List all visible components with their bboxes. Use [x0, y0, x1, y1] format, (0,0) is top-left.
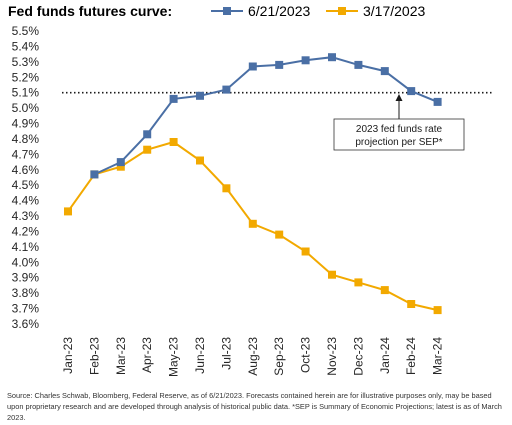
y-tick-label: 5.2%	[12, 70, 40, 84]
y-axis-ticks: 5.5%5.4% 5.3%5.2% 5.1%5.0% 4.9%4.8%4.7% 4.6%…	[12, 24, 40, 331]
data-point	[196, 91, 204, 100]
data-point	[169, 138, 178, 146]
data-point	[143, 145, 152, 154]
y-tick-label: 5.1%	[12, 86, 40, 100]
legend-marker-series-2	[338, 7, 346, 15]
source-footnote: Source: Charles Schwab, Bloomberg, Feder…	[7, 391, 502, 422]
data-point	[328, 270, 336, 279]
data-point	[248, 62, 257, 71]
y-tick-label: 5.5%	[12, 24, 40, 38]
series-line	[93, 56, 438, 176]
x-tick-label: Oct-23	[299, 337, 313, 373]
x-tick-label: Feb-23	[87, 337, 101, 375]
legend-title: Fed funds futures curve:	[8, 3, 172, 19]
y-tick-label: 4.5%	[12, 178, 40, 192]
x-tick-label: Mar-23	[114, 337, 128, 375]
y-tick-label: 5.3%	[12, 55, 40, 69]
data-point	[116, 162, 125, 171]
y-tick-label: 4.9%	[12, 117, 40, 131]
data-point	[222, 184, 231, 193]
data-point	[301, 247, 310, 256]
x-tick-label: Nov-23	[325, 337, 339, 376]
data-point	[354, 60, 363, 69]
data-point	[407, 87, 416, 96]
data-point	[301, 56, 310, 65]
x-tick-label: Jul-23	[219, 337, 233, 370]
x-tick-label: Sep-23	[272, 337, 286, 376]
data-point	[275, 60, 284, 69]
x-tick-label: Mar-24	[431, 337, 445, 375]
y-tick-label: 4.4%	[12, 194, 40, 208]
data-point	[90, 170, 99, 179]
data-point	[64, 207, 72, 216]
legend-marker-series-1	[223, 7, 231, 15]
x-tick-label: Aug-23	[246, 337, 260, 376]
data-point	[143, 130, 152, 139]
data-point	[328, 53, 336, 62]
legend-item-series-2: 3/17/2023	[326, 3, 425, 19]
data-point	[248, 219, 257, 228]
annotation-line-1: 2023 fed funds rate	[356, 124, 443, 135]
data-point	[433, 306, 442, 315]
annotation-arrowhead	[395, 94, 403, 101]
y-tick-label: 4.7%	[12, 147, 40, 161]
series-6-21-2023	[90, 53, 442, 179]
x-tick-label: Jun-23	[193, 337, 207, 374]
x-tick-label: Feb-24	[404, 337, 418, 375]
y-tick-label: 3.6%	[12, 317, 40, 331]
y-tick-label: 3.9%	[12, 271, 40, 285]
data-point	[275, 230, 284, 239]
x-tick-label: Jan-23	[61, 337, 75, 374]
x-tick-label: Apr-23	[140, 337, 154, 373]
series-3-17-2023	[64, 138, 442, 315]
y-tick-label: 4.8%	[12, 132, 40, 146]
series-layer	[64, 53, 442, 315]
y-tick-label: 4.3%	[12, 209, 40, 223]
x-tick-label: Jan-24	[378, 337, 392, 374]
y-tick-label: 4.0%	[12, 255, 40, 269]
y-tick-label: 4.1%	[12, 240, 40, 254]
y-tick-label: 5.4%	[12, 39, 40, 53]
data-point	[380, 67, 389, 76]
annotation-box	[333, 118, 465, 151]
data-point	[222, 85, 231, 94]
data-point	[380, 286, 389, 295]
y-tick-label: 3.8%	[12, 286, 40, 300]
data-point	[116, 158, 125, 167]
x-tick-label: Dec-23	[351, 337, 365, 376]
annotation-line-2: projection per SEP*	[355, 137, 442, 148]
y-tick-label: 4.2%	[12, 225, 40, 239]
legend-label-series-2: 3/17/2023	[363, 3, 425, 19]
y-tick-label: 5.0%	[12, 101, 40, 115]
data-point	[433, 97, 442, 106]
legend-item-series-1: 6/21/2023	[211, 3, 310, 19]
legend-label-series-1: 6/21/2023	[248, 3, 310, 19]
y-tick-label: 3.7%	[12, 302, 40, 316]
data-point	[196, 156, 204, 165]
x-axis-ticks: Jan-23 Feb-23 Mar-23 Apr-23 May-23 Jun-23 Jul-…	[61, 337, 445, 377]
data-point	[169, 94, 178, 103]
data-point	[354, 278, 363, 287]
data-point	[407, 300, 416, 308]
y-tick-label: 4.6%	[12, 163, 40, 177]
x-tick-label: May-23	[167, 337, 181, 377]
